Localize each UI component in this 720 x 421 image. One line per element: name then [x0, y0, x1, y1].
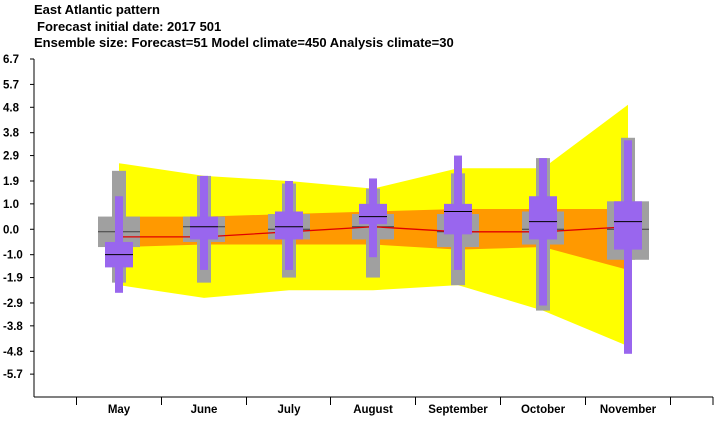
forecast-box-november-iqr	[614, 201, 642, 250]
chart-subtitle-ensemble-size: Ensemble size: Forecast=51 Model climate…	[34, 35, 454, 50]
y-tick-label: 6.7	[3, 54, 19, 66]
y-tick-label: -4.8	[3, 346, 23, 358]
y-tick-label: 1.0	[3, 199, 19, 211]
y-tick-label: 5.7	[3, 79, 19, 91]
x-tick-label: November	[600, 404, 657, 416]
forecast-box-october-iqr	[529, 196, 557, 240]
y-tick-label: 1.9	[3, 176, 19, 188]
forecast-boxes	[105, 140, 642, 354]
y-tick-label: 3.8	[3, 128, 20, 140]
axes	[33, 59, 713, 398]
chart-title: East Atlantic pattern	[34, 2, 160, 17]
chart-titles: East Atlantic pattern Forecast initial da…	[34, 2, 454, 52]
y-tick-label: -1.0	[3, 250, 23, 262]
y-tick-label: 0.0	[3, 224, 19, 236]
y-tick-label: -5.7	[3, 369, 23, 381]
x-tick-label: May	[108, 404, 131, 416]
x-axis-ticks: May June July August September October Novembe…	[76, 397, 714, 416]
chart-subtitle-initial-date: Forecast initial date: 2017 501	[37, 18, 222, 34]
y-tick-label: -1.9	[3, 273, 23, 285]
x-tick-label: June	[191, 404, 218, 416]
forecast-box-july-iqr	[275, 211, 303, 240]
y-tick-label: -3.8	[3, 321, 23, 333]
y-tick-label: -2.9	[3, 298, 23, 310]
x-tick-label: October	[521, 404, 566, 416]
x-tick-label: August	[353, 404, 393, 416]
forecast-box-august-iqr	[359, 203, 387, 225]
x-tick-label: July	[277, 404, 301, 416]
y-tick-label: 4.8	[3, 102, 20, 114]
forecast-box-september-iqr	[444, 203, 472, 235]
y-axis-ticks: 6.7 5.7 4.8 3.8 2.9 1.9 1.0 0.0 -1.0 -1.9 -2.9 -3.8…	[3, 54, 34, 381]
y-tick-label: 2.9	[3, 151, 19, 163]
x-tick-label: September	[428, 404, 488, 416]
forecast-box-june-iqr	[190, 216, 218, 240]
